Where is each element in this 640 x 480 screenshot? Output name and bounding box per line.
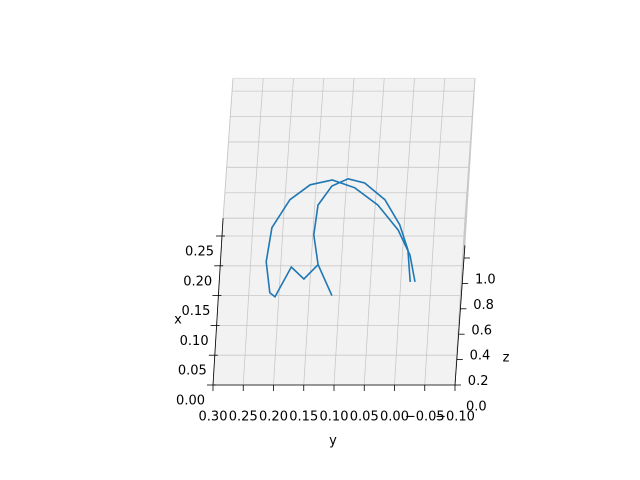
y-tick-label: 0.20 bbox=[259, 410, 288, 425]
x-tick-label: 0.00 bbox=[176, 394, 205, 409]
y-axis-label: y bbox=[329, 434, 337, 449]
y-tick-label: 0.00 bbox=[380, 410, 409, 425]
grid-line bbox=[303, 218, 315, 386]
x-axis bbox=[212, 218, 224, 386]
grid-line bbox=[222, 78, 234, 219]
x-tick-label: 0.05 bbox=[178, 364, 207, 379]
grid-line bbox=[434, 78, 446, 219]
x-tick-label: 0.15 bbox=[181, 304, 210, 319]
grid-line bbox=[394, 218, 405, 386]
grid-line bbox=[273, 218, 284, 386]
grid-line bbox=[404, 78, 415, 219]
x-tick-label: 0.10 bbox=[180, 334, 209, 349]
z-tick-label: 1.0 bbox=[475, 273, 496, 288]
grid-line bbox=[373, 78, 385, 219]
curve bbox=[265, 177, 416, 299]
x-tick-label: 0.25 bbox=[185, 245, 214, 260]
z-tick-label: 0.8 bbox=[473, 298, 494, 313]
y-tick-label: 0.05 bbox=[350, 410, 379, 425]
grid-line bbox=[363, 218, 375, 386]
grid-line bbox=[343, 78, 355, 219]
grid-line bbox=[242, 218, 254, 386]
y-tick-label: 0.30 bbox=[199, 410, 228, 425]
z-tick-label: 0.6 bbox=[471, 323, 492, 338]
grid-line bbox=[313, 78, 325, 219]
grid-line bbox=[424, 218, 436, 386]
z-tick-label: 0.0 bbox=[466, 400, 487, 415]
z-tick-label: 0.2 bbox=[468, 374, 489, 389]
grid-line bbox=[283, 78, 294, 219]
grid-line bbox=[252, 78, 264, 219]
grid-line bbox=[463, 91, 475, 259]
y-tick-label: 0.25 bbox=[229, 410, 258, 425]
x-axis-label: x bbox=[174, 313, 182, 328]
y-tick-label: 0.15 bbox=[289, 410, 318, 425]
y-tick-label: −0.10 bbox=[435, 410, 475, 425]
z-tick-label: 0.4 bbox=[470, 349, 491, 364]
grid-line bbox=[333, 218, 345, 386]
y-tick-label: −0.05 bbox=[405, 410, 445, 425]
y-tick-label: 0.10 bbox=[320, 410, 349, 425]
z-axis-label: z bbox=[503, 351, 510, 366]
z-axis bbox=[454, 245, 466, 386]
x-tick-label: 0.20 bbox=[183, 274, 212, 289]
